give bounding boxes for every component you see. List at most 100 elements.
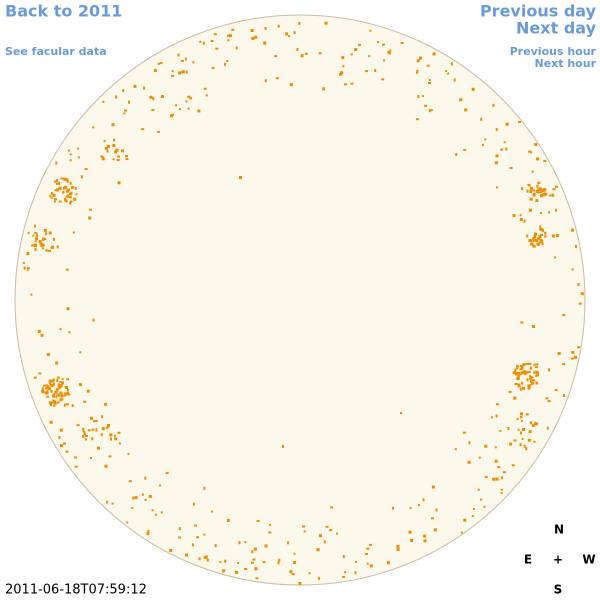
facula-dot <box>520 415 523 418</box>
facula-dot <box>69 181 72 185</box>
facula-dot <box>191 543 194 547</box>
previous-day-link[interactable]: Previous day <box>480 2 597 21</box>
facula-dot <box>302 525 305 528</box>
facula-dot <box>171 74 175 77</box>
facula-dot <box>431 485 435 489</box>
facula-dot <box>396 544 400 548</box>
facula-dot <box>131 507 134 510</box>
facula-dot <box>552 188 556 191</box>
facula-dot <box>52 394 55 398</box>
facula-dot <box>104 146 108 150</box>
facula-dot <box>429 109 433 112</box>
facula-dot <box>47 388 51 391</box>
facula-dot <box>256 520 260 522</box>
next-hour-link[interactable]: Next hour <box>535 57 597 70</box>
facula-dot <box>512 214 516 217</box>
facula-dot <box>114 150 118 154</box>
facula-dot <box>522 363 526 367</box>
facula-dot <box>110 437 112 441</box>
facula-dot <box>540 234 543 236</box>
facula-dot <box>244 541 247 543</box>
facula-dot <box>211 66 215 69</box>
facula-dot <box>325 525 329 528</box>
facula-dot <box>534 143 538 146</box>
facula-dot <box>539 225 542 229</box>
facula-dot <box>523 219 526 223</box>
facula-dot <box>125 155 128 158</box>
facula-dot <box>224 559 227 563</box>
facula-dot <box>254 35 258 39</box>
facula-dot <box>318 576 321 580</box>
facula-dot <box>298 22 301 25</box>
back-link[interactable]: Back to 2011 <box>5 2 122 21</box>
next-day-link[interactable]: Next day <box>516 19 597 38</box>
facula-dot <box>285 32 289 36</box>
facula-dot <box>101 415 104 419</box>
facula-dot <box>91 437 94 441</box>
facula-dot <box>535 422 538 426</box>
facula-dot <box>513 396 517 400</box>
facula-dot <box>254 567 258 571</box>
facula-dot <box>71 186 75 189</box>
facula-dot <box>113 138 116 142</box>
facula-dot <box>528 239 532 243</box>
facula-dot <box>533 244 536 248</box>
facula-dot <box>192 502 195 506</box>
facula-dot <box>141 493 144 496</box>
facula-dot <box>204 555 208 559</box>
facula-dot <box>231 28 235 31</box>
facula-dot <box>112 158 115 161</box>
facula-dot <box>178 527 181 531</box>
facula-dot <box>111 502 114 505</box>
facula-dot <box>63 442 66 445</box>
facula-dot <box>531 381 535 385</box>
facula-dot <box>432 52 436 56</box>
facula-dot <box>503 141 506 144</box>
facula-dot <box>69 201 72 205</box>
facula-dot <box>549 194 552 197</box>
facula-dot <box>268 531 272 534</box>
facula-dot <box>519 443 522 447</box>
facula-dot <box>144 476 147 480</box>
facula-dot <box>171 113 174 116</box>
facula-dot <box>416 59 420 63</box>
facula-dot <box>534 238 537 241</box>
facula-dot <box>73 197 77 201</box>
facula-dot <box>340 71 344 75</box>
facula-dot <box>111 123 115 127</box>
facula-dot <box>35 234 38 238</box>
facula-dot <box>102 100 105 103</box>
facula-dot <box>244 568 248 570</box>
facular-link[interactable]: See facular data <box>5 45 107 58</box>
facula-dot <box>423 539 427 543</box>
previous-hour-link[interactable]: Previous hour <box>510 45 597 58</box>
facula-dot <box>400 42 404 44</box>
facula-dot <box>215 47 219 50</box>
facula-dot <box>528 208 532 212</box>
facula-dot <box>369 564 373 568</box>
facula-dot <box>65 268 69 271</box>
facula-dot <box>532 192 536 195</box>
facula-dot <box>53 400 57 404</box>
facula-dot <box>544 235 547 238</box>
facula-dot <box>161 95 164 98</box>
facula-dot <box>30 293 33 296</box>
facula-dot <box>84 435 88 437</box>
facula-dot <box>536 157 540 161</box>
facula-dot <box>389 49 392 52</box>
facula-dot <box>264 79 267 83</box>
facula-dot <box>252 558 256 561</box>
facula-dot <box>34 244 37 247</box>
facula-dot <box>72 231 75 234</box>
facula-dot <box>570 357 574 360</box>
facula-dot <box>127 452 130 455</box>
facula-dot <box>422 498 425 502</box>
facula-dot <box>214 544 217 548</box>
facula-dot <box>480 117 483 121</box>
facula-dot <box>107 424 110 427</box>
facula-dot <box>178 536 182 539</box>
facula-dot <box>535 189 539 193</box>
facula-dot <box>192 61 195 64</box>
facula-dot <box>500 488 503 491</box>
facula-dot <box>68 331 71 334</box>
